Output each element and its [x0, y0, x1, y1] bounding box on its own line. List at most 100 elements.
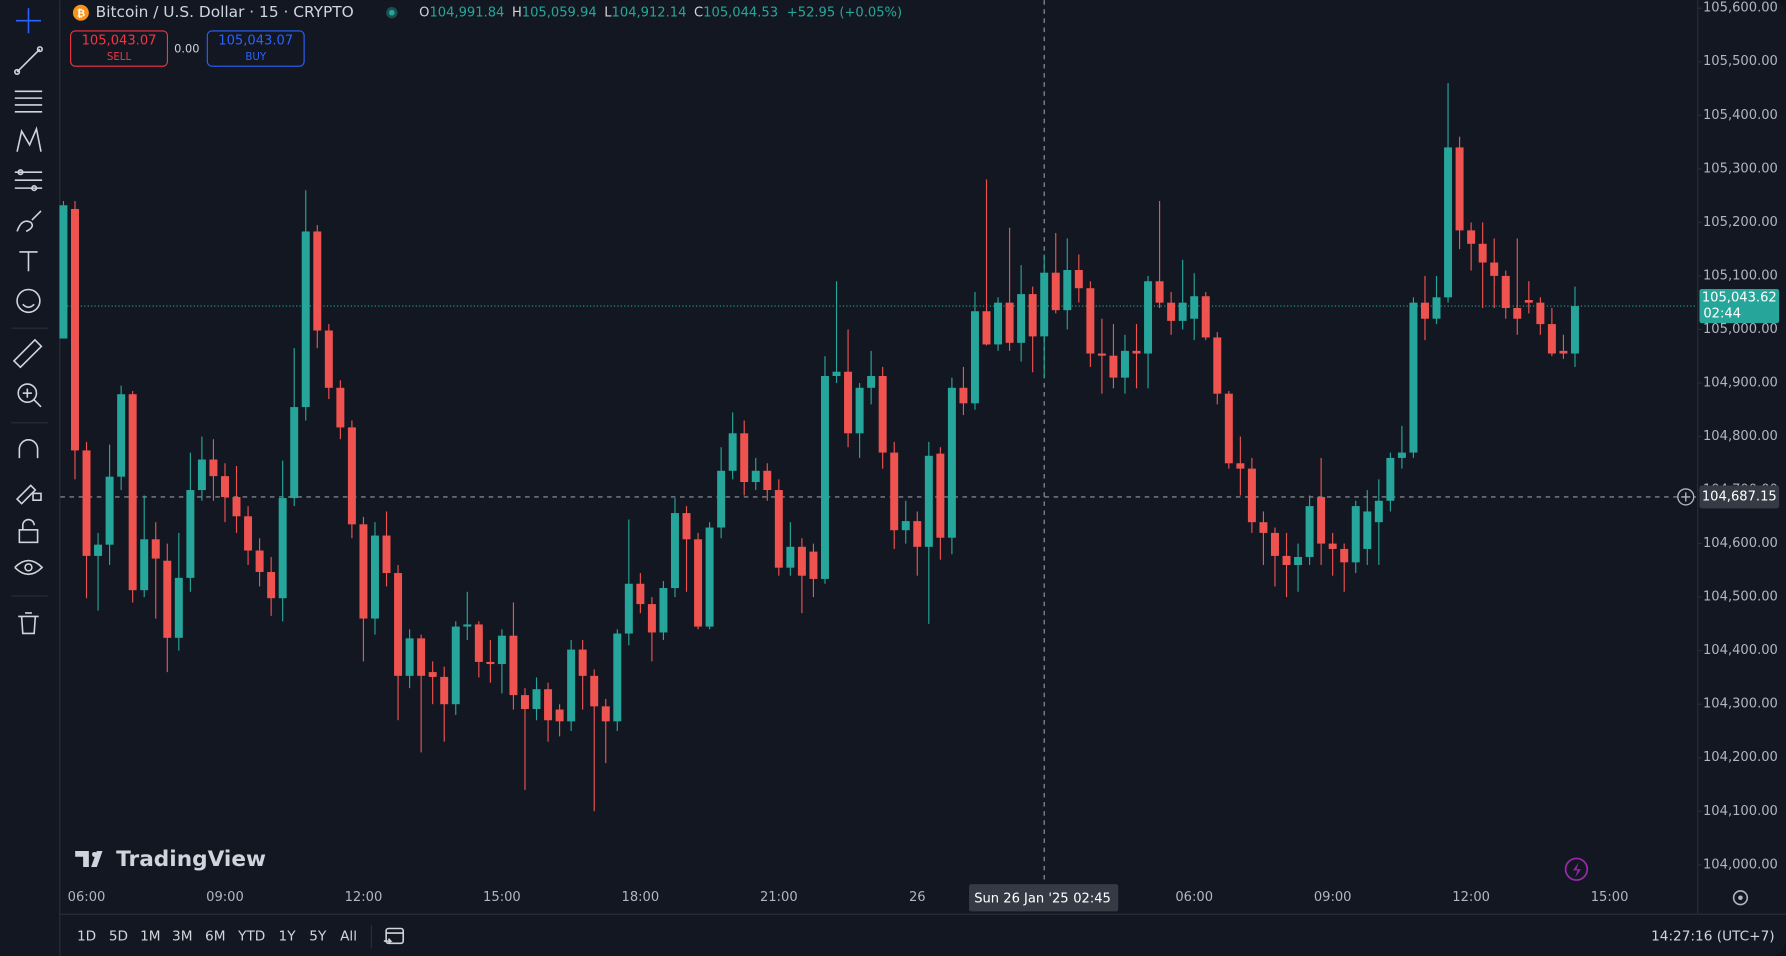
candle-body: [1444, 147, 1453, 298]
candle-body: [1178, 302, 1187, 321]
range-button[interactable]: 5Y: [309, 928, 327, 944]
candle-body: [555, 709, 564, 722]
candle-body: [1005, 302, 1014, 343]
candle-body: [301, 231, 310, 408]
candle-body: [1328, 543, 1337, 549]
candle-body: [520, 695, 529, 710]
fib-tool[interactable]: [14, 90, 43, 113]
emoji-tool[interactable]: [16, 288, 41, 314]
y-tick-label: 105,400.00: [1703, 108, 1778, 123]
candle-body: [1051, 272, 1060, 311]
candle-body: [94, 544, 103, 556]
candle-body: [590, 675, 599, 707]
y-tick-label: 104,200.00: [1703, 750, 1778, 765]
settings-icon[interactable]: [1732, 890, 1749, 906]
candle-body: [405, 638, 414, 676]
candle-body: [1109, 355, 1118, 378]
candle-body: [878, 376, 887, 453]
candle-body: [313, 231, 322, 331]
buy-button[interactable]: [206, 30, 305, 67]
candle-body: [1536, 302, 1545, 325]
range-button[interactable]: 6M: [205, 928, 225, 944]
candle-body: [544, 689, 553, 721]
price-badge-value: 105,043.62: [1702, 291, 1777, 306]
candle-body: [232, 497, 241, 517]
crosshair-tool[interactable]: [15, 8, 42, 34]
candle-body: [1201, 296, 1210, 338]
range-button[interactable]: YTD: [237, 928, 265, 944]
candle-body: [994, 302, 1003, 345]
range-button[interactable]: All: [340, 928, 357, 944]
x-tick-label: 12:00: [1452, 890, 1490, 905]
watermark: TradingView: [75, 847, 266, 872]
candle-body: [140, 539, 149, 591]
candle-body: [1028, 294, 1037, 337]
candle-body: [394, 573, 403, 676]
candle-body: [763, 470, 772, 491]
candle-body: [1513, 308, 1522, 319]
candle-body: [290, 407, 299, 499]
brush-tool[interactable]: [16, 210, 42, 233]
candle-body: [347, 427, 356, 525]
candle-body: [1397, 452, 1406, 458]
crosshair-price: 104,687.15: [1702, 489, 1777, 504]
o-key: O: [419, 5, 429, 20]
y-tick-label: 105,600.00: [1703, 1, 1778, 16]
candle-body: [1120, 350, 1129, 378]
range-button[interactable]: 1M: [140, 928, 160, 944]
range-button[interactable]: 3M: [172, 928, 192, 944]
zoom-tool[interactable]: [17, 383, 42, 408]
candle-body: [278, 498, 287, 599]
goto-date-icon[interactable]: [383, 927, 405, 945]
sell-button[interactable]: [70, 30, 169, 67]
alert-icon[interactable]: [1564, 857, 1589, 881]
range-button[interactable]: 1D: [77, 928, 96, 944]
candle-body: [1420, 302, 1429, 319]
h-key: H: [512, 5, 522, 20]
lock-drawing-tool[interactable]: [15, 484, 42, 505]
candle-body: [1501, 275, 1510, 309]
magnet-tool[interactable]: [18, 439, 39, 459]
candle-body: [105, 476, 114, 545]
plot-area: 104,000.00 104,100.00 104,200.00 104,300.00…: [59, 0, 1780, 914]
text-tool[interactable]: [19, 251, 38, 272]
candle-body: [163, 560, 172, 638]
y-tick-label: 104,400.00: [1703, 643, 1778, 658]
prediction-tool[interactable]: [14, 169, 43, 192]
visibility-tool[interactable]: [14, 559, 44, 576]
candle-body: [370, 535, 379, 619]
trend-line-tool[interactable]: [14, 46, 43, 76]
candle-body: [1409, 302, 1418, 453]
l-value: 104,912.14: [612, 5, 687, 20]
candle-body: [624, 583, 633, 634]
bitcoin-icon: [72, 4, 89, 21]
lock-tool[interactable]: [18, 518, 39, 544]
ruler-tool[interactable]: [12, 338, 43, 369]
range-button[interactable]: 1Y: [279, 928, 297, 944]
y-tick-label: 104,500.00: [1703, 590, 1778, 605]
candle-body: [1559, 350, 1568, 354]
bitcoin-glyph: ₿: [77, 7, 85, 19]
candle-body: [209, 459, 218, 477]
candle-body: [417, 638, 426, 676]
pattern-tool[interactable]: [16, 126, 42, 152]
crosshair-time-badge: [969, 884, 1119, 912]
sell-label: SELL: [107, 51, 132, 63]
candle-body: [774, 490, 783, 568]
range-button[interactable]: 5D: [109, 928, 128, 944]
delete-tool[interactable]: [18, 612, 39, 635]
candle-body: [682, 513, 691, 540]
left-toolbar: [0, 0, 60, 956]
candle-body: [740, 433, 749, 483]
candle-body: [1097, 353, 1106, 356]
crosshair-plus-glyph: [1681, 492, 1691, 502]
candle-body: [267, 571, 276, 599]
buy-label: BUY: [245, 51, 267, 63]
candle-body: [1190, 296, 1199, 319]
candle-body: [636, 583, 645, 605]
candle-body: [970, 311, 979, 404]
candle-body: [705, 527, 714, 627]
candle-body: [532, 689, 541, 710]
y-tick-label: 105,000.00: [1703, 322, 1778, 337]
